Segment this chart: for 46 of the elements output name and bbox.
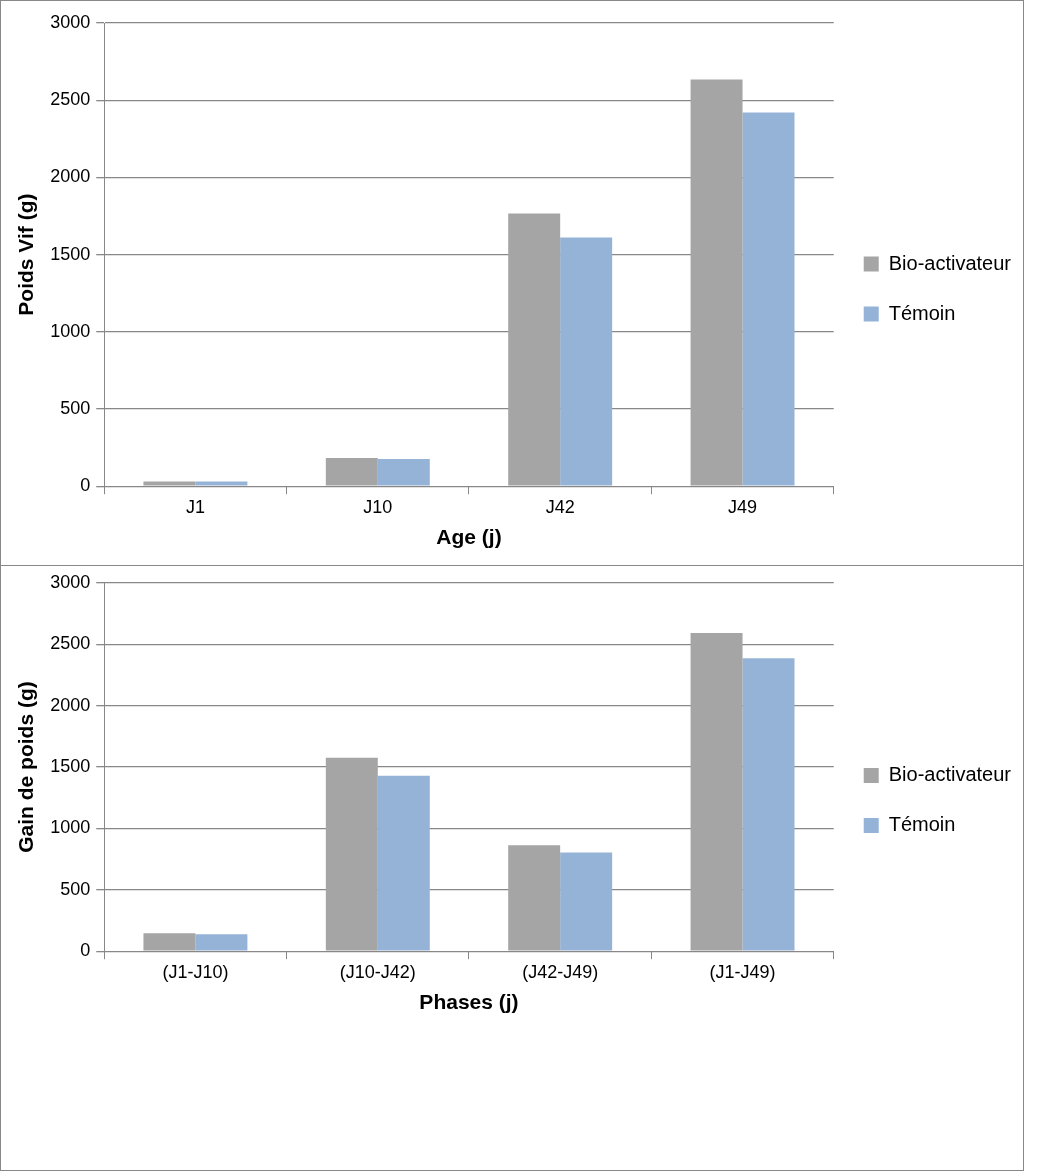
bar <box>690 633 743 951</box>
y-tick-label: 1000 <box>50 817 91 838</box>
bar <box>195 934 248 951</box>
x-axis-title: Phases (j) <box>419 990 519 1014</box>
y-tick-label: 2000 <box>50 694 91 715</box>
y-tick-label: 1500 <box>50 243 91 264</box>
bar <box>508 845 561 951</box>
bar <box>377 459 430 486</box>
x-tick-label: J1 <box>185 496 205 517</box>
y-tick-label: 500 <box>60 397 91 418</box>
bar <box>143 933 196 951</box>
bar <box>377 775 430 951</box>
y-tick-label: 500 <box>60 878 91 899</box>
bar <box>742 112 795 486</box>
y-tick-label: 3000 <box>50 571 91 592</box>
x-tick-label: (J1-J49) <box>709 961 776 982</box>
y-tick-label: 0 <box>80 475 91 496</box>
y-tick-label: 1000 <box>50 320 91 341</box>
bar <box>742 658 795 951</box>
x-tick-label: J42 <box>545 496 575 517</box>
y-tick-label: 2000 <box>50 166 91 187</box>
x-tick-label: (J10-J42) <box>339 961 416 982</box>
bar <box>195 481 248 486</box>
bar <box>143 481 196 486</box>
bar <box>690 79 743 486</box>
legend-label: Bio-activateur <box>888 763 1012 786</box>
y-tick-label: 2500 <box>50 89 91 110</box>
y-axis-title: Gain de poids (g) <box>14 681 38 853</box>
y-tick-label: 1500 <box>50 755 91 776</box>
y-tick-label: 3000 <box>50 11 91 32</box>
y-tick-label: 2500 <box>50 633 91 654</box>
legend-label: Témoin <box>888 301 956 324</box>
legend-label: Témoin <box>888 813 956 836</box>
bar <box>325 757 378 951</box>
y-axis-title: Poids Vif (g) <box>14 193 38 316</box>
bar <box>508 213 561 486</box>
bar <box>560 237 613 486</box>
legend-label: Bio-activateur <box>888 251 1012 274</box>
x-tick-label: (J42-J49) <box>522 961 599 982</box>
x-tick-label: J10 <box>363 496 393 517</box>
bar <box>560 852 613 951</box>
x-tick-label: J49 <box>728 496 758 517</box>
y-tick-label: 0 <box>80 940 91 961</box>
x-axis-title: Age (j) <box>436 525 502 549</box>
bar <box>325 457 378 486</box>
x-tick-label: (J1-J10) <box>162 961 229 982</box>
